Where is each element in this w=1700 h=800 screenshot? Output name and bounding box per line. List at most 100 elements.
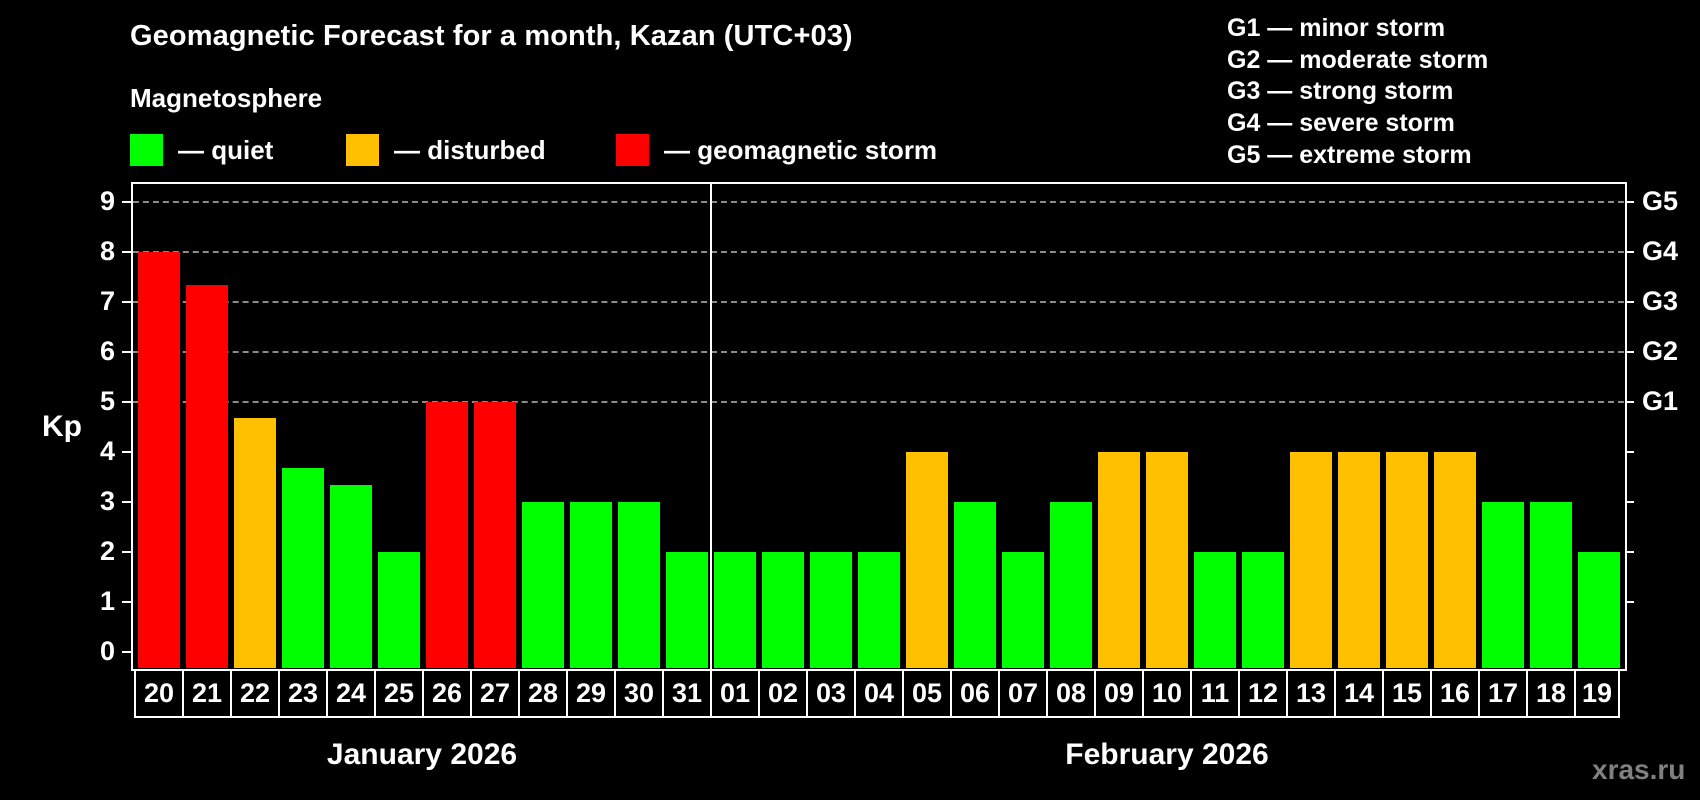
bar-quiet	[1578, 551, 1620, 668]
y-tick-label-6: 6	[99, 335, 115, 366]
y-tick-mark	[122, 300, 131, 303]
storm-scale-legend: G1 — minor storm G2 — moderate storm G3 …	[1227, 13, 1488, 171]
date-label: 31	[662, 669, 710, 718]
chart-subtitle: Magnetosphere	[130, 83, 323, 113]
gridline-kp-6	[133, 350, 1624, 353]
y-tick-mark	[122, 200, 131, 203]
bar-quiet	[810, 551, 852, 668]
bar-storm	[138, 251, 180, 668]
right-tick-mark	[1625, 450, 1634, 453]
y-tick-label-9: 9	[99, 185, 115, 216]
right-tick-label-G4: G4	[1642, 235, 1679, 266]
date-label: 18	[1526, 669, 1574, 718]
date-label: 26	[422, 669, 470, 718]
date-label: 19	[1574, 669, 1620, 718]
gridline-kp-5	[133, 400, 1624, 403]
date-label: 27	[470, 669, 518, 718]
date-label: 06	[950, 669, 998, 718]
date-label: 10	[1142, 669, 1190, 718]
y-tick-mark	[122, 600, 131, 603]
right-tick-mark	[1625, 600, 1634, 603]
y-tick-mark	[122, 250, 131, 253]
bar-disturbed	[1434, 451, 1476, 668]
bar-storm	[186, 285, 228, 668]
y-tick-label-0: 0	[99, 635, 115, 666]
date-label: 11	[1190, 669, 1238, 718]
bar-disturbed	[1290, 451, 1332, 668]
bar-disturbed	[1386, 451, 1428, 668]
legend-item-quiet: — quiet	[130, 133, 273, 167]
gridline-kp-7	[133, 300, 1624, 303]
date-label: 08	[1046, 669, 1094, 718]
date-label: 12	[1238, 669, 1286, 718]
legend-label-quiet: — quiet	[178, 134, 274, 165]
y-tick-label-5: 5	[99, 385, 115, 416]
date-label: 28	[518, 669, 566, 718]
y-tick-mark	[122, 450, 131, 453]
right-tick-mark	[1625, 550, 1634, 553]
bar-disturbed	[1146, 451, 1188, 668]
right-tick-mark	[1625, 500, 1634, 503]
legend-label-storm: — geomagnetic storm	[664, 134, 938, 165]
bar-quiet	[1482, 501, 1524, 668]
right-tick-label-G1: G1	[1642, 385, 1679, 416]
date-label: 04	[854, 669, 902, 718]
bar-quiet	[714, 551, 756, 668]
y-axis-label: Kp	[42, 410, 82, 443]
y-tick-label-8: 8	[99, 235, 115, 266]
storm-scale-g4: G4 — severe storm	[1227, 109, 1455, 138]
bar-quiet	[1002, 551, 1044, 668]
right-tick-mark	[1625, 350, 1634, 353]
watermark: xras.ru	[1592, 754, 1686, 785]
right-tick-label-G3: G3	[1642, 285, 1679, 316]
date-label: 22	[230, 669, 278, 718]
date-label: 16	[1430, 669, 1478, 718]
y-tick-mark	[122, 550, 131, 553]
date-label: 02	[758, 669, 806, 718]
right-tick-mark	[1625, 400, 1634, 403]
storm-scale-g2: G2 — moderate storm	[1227, 45, 1489, 74]
bar-disturbed	[1098, 451, 1140, 668]
bar-disturbed	[1338, 451, 1380, 668]
bar-quiet	[330, 485, 372, 668]
bar-disturbed	[234, 418, 276, 668]
bar-storm	[474, 401, 516, 668]
plot-frame	[131, 182, 1627, 671]
y-tick-label-1: 1	[99, 585, 115, 616]
date-label: 24	[326, 669, 374, 718]
y-tick-label-4: 4	[99, 435, 115, 466]
date-label: 03	[806, 669, 854, 718]
storm-scale-g5: G5 — extreme storm	[1227, 140, 1472, 169]
gridline-kp-9	[133, 200, 1624, 203]
gridline-kp-8	[133, 250, 1624, 253]
date-label: 07	[998, 669, 1046, 718]
bar-quiet	[282, 468, 324, 668]
legend-item-disturbed: — disturbed	[346, 133, 546, 167]
right-tick-mark	[1625, 200, 1634, 203]
storm-scale-g3: G3 — strong storm	[1227, 77, 1454, 106]
date-label: 25	[374, 669, 422, 718]
bar-quiet	[762, 551, 804, 668]
y-tick-label-2: 2	[99, 535, 115, 566]
bar-quiet	[1050, 501, 1092, 668]
month-label-february: February 2026	[1065, 738, 1269, 771]
date-label: 23	[278, 669, 326, 718]
legend-item-storm: — geomagnetic storm	[616, 133, 937, 167]
date-label: 20	[134, 669, 182, 718]
y-tick-label-3: 3	[99, 485, 115, 516]
date-label: 05	[902, 669, 950, 718]
bar-quiet	[666, 551, 708, 668]
y-tick-mark	[122, 350, 131, 353]
bar-quiet	[1194, 551, 1236, 668]
bar-quiet	[378, 551, 420, 668]
right-tick-label-G5: G5	[1642, 185, 1679, 216]
bar-quiet	[522, 501, 564, 668]
date-label: 15	[1382, 669, 1430, 718]
date-label: 21	[182, 669, 230, 718]
date-label: 17	[1478, 669, 1526, 718]
bar-quiet	[1530, 501, 1572, 668]
bar-quiet	[858, 551, 900, 668]
y-tick-mark	[122, 650, 131, 653]
y-tick-mark	[122, 400, 131, 403]
bar-quiet	[570, 501, 612, 668]
